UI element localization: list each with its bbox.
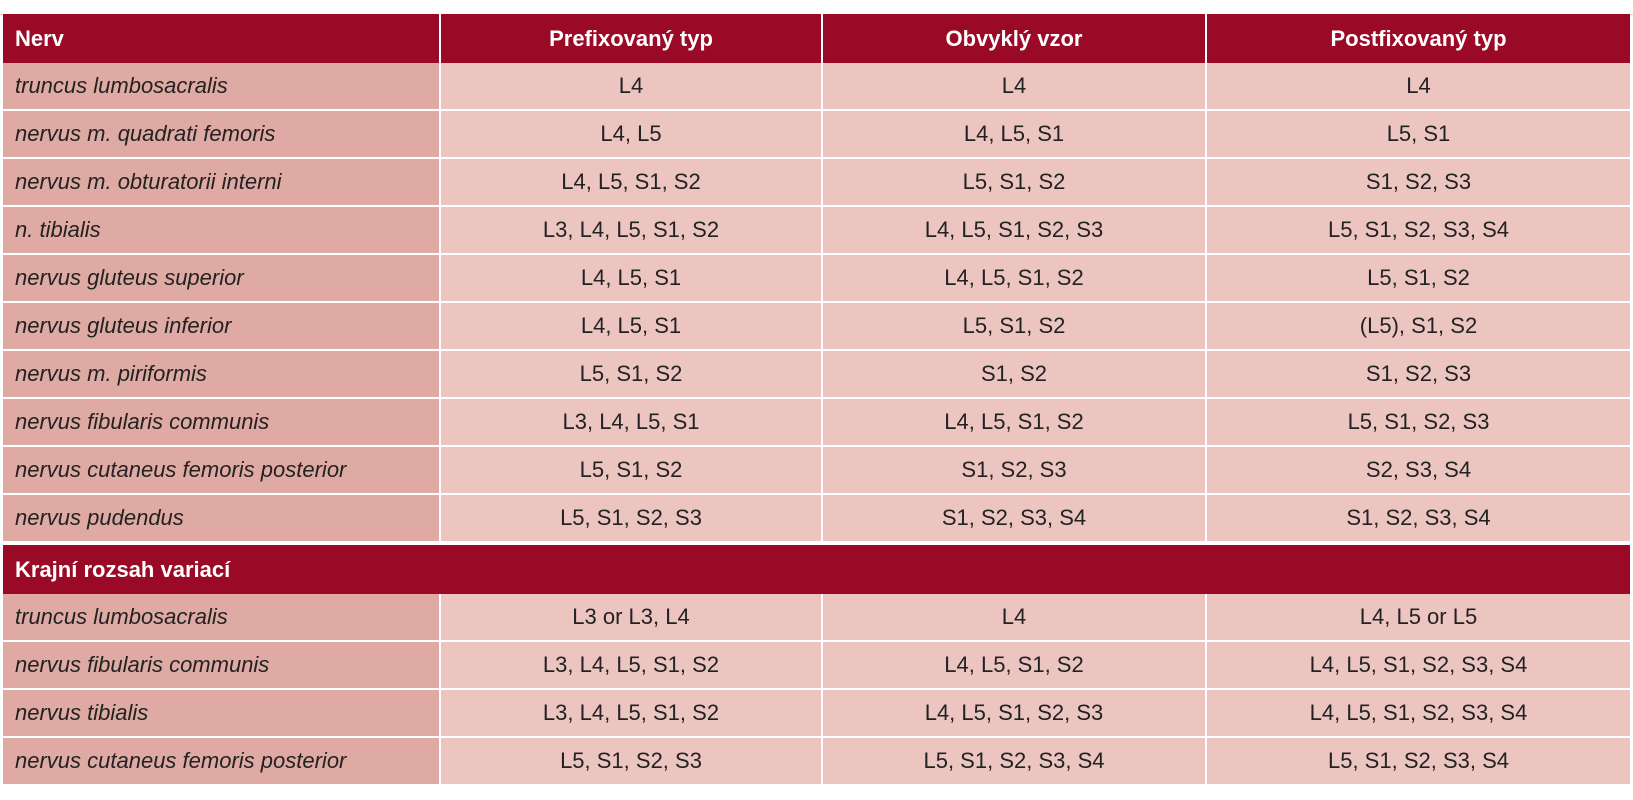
usual-value: L4, L5, S1, S2 (822, 641, 1207, 690)
prefixed-value: L5, S1, S2, S3 (440, 737, 823, 786)
nerve-name: n. tibialis (3, 206, 441, 255)
section-title: Krajní rozsah variací (3, 541, 1630, 594)
postfixed-value: S1, S2, S3, S4 (1206, 494, 1630, 544)
usual-value: L4, L5, S1, S2, S3 (822, 689, 1207, 738)
prefixed-value: L4, L5, S1, S2 (440, 158, 823, 207)
nerve-name: truncus lumbosacralis (3, 63, 441, 111)
prefixed-value: L5, S1, S2, S3 (440, 494, 823, 544)
prefixed-value: L3 or L3, L4 (440, 594, 823, 642)
postfixed-value: L5, S1, S2 (1206, 254, 1630, 303)
table-row: nervus gluteus inferior L4, L5, S1 L5, S… (3, 302, 1630, 351)
postfixed-value: L5, S1 (1206, 110, 1630, 159)
prefixed-value: L4, L5 (440, 110, 823, 159)
usual-value: S1, S2, S3, S4 (822, 494, 1207, 544)
table-row: nervus m. obturatorii interni L4, L5, S1… (3, 158, 1630, 207)
table-row: truncus lumbosacralis L4 L4 L4 (3, 63, 1630, 111)
usual-value: L4, L5, S1, S2 (822, 398, 1207, 447)
usual-value: S1, S2, S3 (822, 446, 1207, 495)
usual-value: L4, L5, S1, S2 (822, 254, 1207, 303)
nerve-name: truncus lumbosacralis (3, 594, 441, 642)
section-header-row: Krajní rozsah variací (3, 541, 1630, 594)
nerve-name: nervus fibularis communis (3, 641, 441, 690)
table-row: n. tibialis L3, L4, L5, S1, S2 L4, L5, S… (3, 206, 1630, 255)
postfixed-value: L4 (1206, 63, 1630, 111)
cropped-caption-strip (0, 0, 1633, 15)
usual-value: L4, L5, S1 (822, 110, 1207, 159)
nerve-name: nervus gluteus inferior (3, 302, 441, 351)
table-row: nervus m. quadrati femoris L4, L5 L4, L5… (3, 110, 1630, 159)
prefixed-value: L5, S1, S2 (440, 350, 823, 399)
prefixed-value: L3, L4, L5, S1 (440, 398, 823, 447)
header-usual: Obvyklý vzor (822, 14, 1207, 63)
table-row: nervus m. piriformis L5, S1, S2 S1, S2 S… (3, 350, 1630, 399)
usual-value: L5, S1, S2, S3, S4 (822, 737, 1207, 786)
prefixed-value: L4, L5, S1 (440, 254, 823, 303)
usual-value: L5, S1, S2 (822, 302, 1207, 351)
postfixed-value: S1, S2, S3 (1206, 158, 1630, 207)
usual-value: L4 (822, 594, 1207, 642)
usual-value: L4, L5, S1, S2, S3 (822, 206, 1207, 255)
prefixed-value: L4, L5, S1 (440, 302, 823, 351)
table-row: nervus fibularis communis L3, L4, L5, S1… (3, 398, 1630, 447)
postfixed-value: L5, S1, S2, S3 (1206, 398, 1630, 447)
table-row: nervus cutaneus femoris posterior L5, S1… (3, 446, 1630, 495)
table-row: nervus gluteus superior L4, L5, S1 L4, L… (3, 254, 1630, 303)
table-row: nervus fibularis communis L3, L4, L5, S1… (3, 641, 1630, 690)
nerve-name: nervus gluteus superior (3, 254, 441, 303)
prefixed-value: L3, L4, L5, S1, S2 (440, 689, 823, 738)
nerve-name: nervus pudendus (3, 494, 441, 544)
table-row: nervus tibialis L3, L4, L5, S1, S2 L4, L… (3, 689, 1630, 738)
nerve-name: nervus tibialis (3, 689, 441, 738)
header-postfixed: Postfixovaný typ (1206, 14, 1630, 63)
nerve-name: nervus fibularis communis (3, 398, 441, 447)
postfixed-value: (L5), S1, S2 (1206, 302, 1630, 351)
table-header-row: Nerv Prefixovaný typ Obvyklý vzor Postfi… (3, 14, 1630, 63)
postfixed-value: L4, L5 or L5 (1206, 594, 1630, 642)
table-row: truncus lumbosacralis L3 or L3, L4 L4 L4… (3, 594, 1630, 642)
postfixed-value: L5, S1, S2, S3, S4 (1206, 206, 1630, 255)
postfixed-value: L4, L5, S1, S2, S3, S4 (1206, 641, 1630, 690)
nerve-root-table: Nerv Prefixovaný typ Obvyklý vzor Postfi… (3, 14, 1630, 786)
table-row: nervus pudendus L5, S1, S2, S3 S1, S2, S… (3, 494, 1630, 544)
nerve-name: nervus cutaneus femoris posterior (3, 446, 441, 495)
postfixed-value: L4, L5, S1, S2, S3, S4 (1206, 689, 1630, 738)
prefixed-value: L3, L4, L5, S1, S2 (440, 641, 823, 690)
header-prefixed: Prefixovaný typ (440, 14, 823, 63)
usual-value: L5, S1, S2 (822, 158, 1207, 207)
header-nerve: Nerv (3, 14, 441, 63)
nerve-name: nervus cutaneus femoris posterior (3, 737, 441, 786)
nerve-name: nervus m. obturatorii interni (3, 158, 441, 207)
table-row: nervus cutaneus femoris posterior L5, S1… (3, 737, 1630, 786)
postfixed-value: S1, S2, S3 (1206, 350, 1630, 399)
prefixed-value: L3, L4, L5, S1, S2 (440, 206, 823, 255)
usual-value: L4 (822, 63, 1207, 111)
usual-value: S1, S2 (822, 350, 1207, 399)
nerve-name: nervus m. piriformis (3, 350, 441, 399)
prefixed-value: L5, S1, S2 (440, 446, 823, 495)
nerve-name: nervus m. quadrati femoris (3, 110, 441, 159)
postfixed-value: L5, S1, S2, S3, S4 (1206, 737, 1630, 786)
prefixed-value: L4 (440, 63, 823, 111)
postfixed-value: S2, S3, S4 (1206, 446, 1630, 495)
